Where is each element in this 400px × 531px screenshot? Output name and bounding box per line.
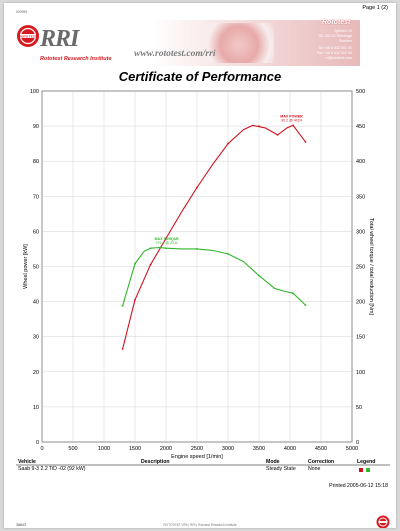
series-point-1: [227, 252, 229, 255]
series-point-1: [165, 247, 167, 250]
vehicle-header: Vehicle: [18, 459, 36, 465]
y-tick-label-left: 60: [33, 229, 39, 235]
series-point-1: [304, 304, 307, 307]
brand-name: RRI: [40, 26, 79, 52]
x-tick-label: 1500: [129, 446, 141, 452]
y-tick-label-right: 450: [356, 124, 365, 130]
dyno-photo: [204, 23, 274, 63]
annotation-title: MAX TORQUE: [155, 237, 180, 241]
y-tick-label-right: 500: [356, 89, 365, 95]
series-point-0: [121, 348, 124, 350]
reference-id: ID9959: [16, 10, 28, 14]
y-tick-label-right: 50: [356, 405, 362, 411]
certificate-page: ID9959 Page 1 (2) ROTO TEST RRI Rototest…: [4, 3, 396, 528]
series-line-1: [122, 246, 306, 306]
series-point-0: [292, 124, 294, 127]
chart-grid: [41, 90, 353, 443]
series-point-1: [258, 274, 260, 277]
address-line: Tel +46 8 532 501 00: [318, 46, 352, 50]
series-point-1: [149, 247, 152, 250]
address-line: Fax +46 8 532 502 80: [316, 51, 352, 55]
x-tick-label: 5000: [346, 446, 358, 452]
footer-logo-icon: [376, 515, 390, 528]
y-tick-label-right: 250: [356, 265, 365, 271]
y-tick-label-right: 350: [356, 194, 365, 200]
x-tick-label: 3000: [222, 446, 234, 452]
address-line: rri@rototest.com: [325, 56, 352, 60]
x-axis-label: Engine speed [1/min]: [171, 454, 223, 460]
y-tick-label-right: 400: [356, 159, 365, 165]
legend-swatch-power: [359, 468, 363, 472]
chart-series: [121, 124, 307, 350]
series-point-1: [121, 304, 124, 307]
rototest-logo-icon: ROTO TEST: [17, 25, 39, 47]
performance-chart: 0 500 1000 1500 2000 2500 3000 3500 4000 4500 5000…: [16, 89, 390, 466]
footer-text: ROTOTEST VPA | RRI | Rototest Research I…: [163, 523, 237, 527]
y-tick-label-left: 80: [33, 159, 39, 165]
legend-header: Legend: [357, 459, 376, 465]
series-point-0: [196, 186, 198, 189]
description-header: Description: [141, 459, 170, 465]
annotation-title: MAX POWER: [280, 114, 303, 118]
page-number: Page 1 (2): [362, 5, 388, 11]
x-tick-label: 2000: [160, 446, 172, 452]
y-tick-label-left: 100: [30, 89, 39, 95]
y-tick-label-left: 40: [33, 300, 39, 306]
mode-value: Steady State: [266, 466, 296, 472]
printed-timestamp: Printed 2005-06-12 15:18: [329, 483, 388, 489]
x-tick-label: 500: [68, 446, 77, 452]
certificate-title: Certificate of Performance: [118, 69, 282, 84]
vehicle-table-lines: [16, 464, 390, 466]
y-tick-label-left: 90: [33, 124, 39, 130]
annotation-value: 90.2 @ 4024: [281, 118, 302, 122]
series-point-0: [149, 263, 152, 266]
address-line: SE-152 42 Rönninge: [318, 34, 352, 38]
series-point-1: [196, 248, 198, 250]
legend-swatch-torque: [366, 468, 370, 472]
address-line: Sjöliden 10: [334, 29, 352, 33]
x-tick-label: 0: [40, 446, 43, 452]
series-point-0: [165, 237, 167, 240]
logo-text: ROTO TEST: [19, 34, 36, 38]
y-tick-label-left: 70: [33, 194, 39, 200]
y-axis-label-left: Wheel power [kW]: [23, 244, 29, 289]
website-url: www.rototest.com/rri: [134, 49, 216, 59]
x-tick-label: 2500: [191, 446, 203, 452]
series-point-1: [292, 292, 294, 295]
footer-id: 38843: [16, 523, 26, 527]
chart-ticks: 0 500 1000 1500 2000 2500 3000 3500 4000 4500 5000…: [30, 89, 365, 452]
series-point-0: [304, 140, 307, 143]
y-tick-label-left: 50: [33, 265, 39, 271]
x-tick-label: 4500: [315, 446, 327, 452]
y-tick-label-right: 100: [356, 370, 365, 376]
x-tick-label: 4000: [284, 446, 296, 452]
vehicle-value: Saab 9-3 2.2 TiD -02 (92 kW): [18, 466, 86, 472]
y-tick-label-right: 300: [356, 229, 365, 235]
y-tick-label-left: 10: [33, 405, 39, 411]
x-tick-label: 3500: [253, 446, 265, 452]
mode-header: Mode: [266, 459, 280, 465]
y-tick-label-left: 20: [33, 370, 39, 376]
series-point-0: [258, 125, 260, 127]
series-point-0: [134, 298, 136, 301]
y-axis-label-right: Total wheel torque / total reduction [Nm…: [368, 218, 374, 315]
x-tick-label: 1000: [98, 446, 110, 452]
y-tick-label-left: 0: [36, 440, 39, 446]
correction-header: Correction: [308, 459, 335, 465]
brand-subtitle: Rototest Research Institute: [40, 56, 112, 62]
y-tick-label-right: 0: [356, 440, 359, 446]
series-point-0: [276, 133, 279, 136]
annotation-value: 276.4 @ 2011: [155, 241, 177, 245]
series-point-0: [227, 142, 229, 145]
y-tick-label-left: 30: [33, 335, 39, 341]
company-name: Rototest: [322, 19, 351, 26]
address-line: Sweden: [339, 39, 352, 43]
y-tick-label-right: 150: [356, 335, 365, 341]
series-point-1: [134, 262, 136, 265]
y-tick-label-right: 200: [356, 300, 365, 306]
correction-value: None: [308, 466, 321, 472]
